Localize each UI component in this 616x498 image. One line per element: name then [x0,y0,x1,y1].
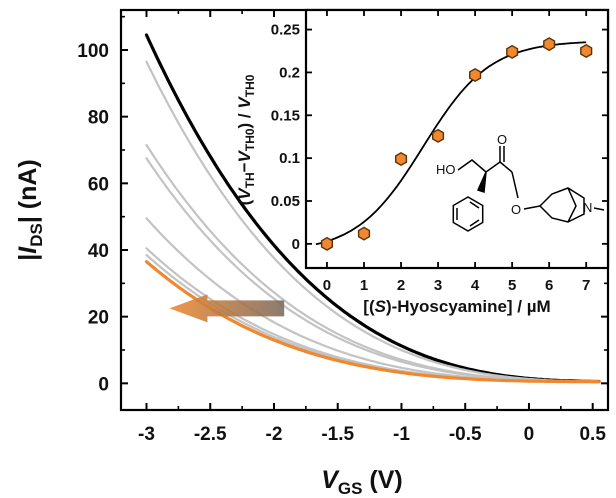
data-point [395,151,408,167]
y-tick-label: 40 [88,241,109,262]
inset-y-sub1: TH [243,172,257,188]
structure-label-n: N [583,200,592,215]
y-tick-label: 0 [98,374,109,395]
phenyl-ring [452,196,484,232]
inset-y-v2: V [235,149,254,162]
inset-y-v1: V [235,187,254,200]
inset-y-div: ) / [235,109,254,129]
inset-x-title-rest: )-Hyoscyamine] / µM [386,297,551,316]
inset-x-tick-label: 5 [508,277,516,294]
inset-x-axis: 0 1 2 3 4 5 6 7 [323,10,590,294]
phenyl-double-bonds [456,201,480,227]
series-intermediate-line-6 [145,253,601,383]
y-tick-label: 20 [88,308,109,329]
inset-y-sub3: TH0 [243,74,257,97]
y-title-main: I [14,246,42,254]
y-tick-label: 80 [88,108,109,129]
bond-wedge [476,171,487,194]
inset-y-minus: − [235,162,254,172]
structure-label-ho: HO [436,162,456,177]
data-point [506,44,519,59]
bond-o-down [511,171,519,199]
data-point [580,43,593,59]
inset-x-tick-label: 2 [397,277,405,294]
bond-ho-ch2 [457,159,487,173]
inset-y-tick-label: 0.2 [279,64,300,81]
x-tick-label: -0.5 [449,424,482,445]
inset-fit-curve [315,41,587,246]
bond-n-methyl [593,207,605,211]
inset-x-tick-label: 6 [545,277,553,294]
inset-x-tick-label: 7 [582,277,590,294]
x-title-unit: (V) [362,466,402,494]
structure-label-o-ester: O [511,202,521,217]
inset-x-tick-label: 4 [471,277,480,294]
x-tick-label: 0.5 [579,424,606,445]
inset-y-tick-label: 0.25 [271,22,300,39]
inset-x-axis-title: [(S)-Hyoscyamine] / µM [363,297,550,316]
inset-chart: 0 1 2 3 4 5 6 7 0 0.05 0.1 0.15 0.2 0.25 [(S)-Hyoscyam… [235,8,610,316]
y-tick-label: 60 [88,174,109,195]
bond-carbonyl [499,146,505,162]
inset-frame [304,8,610,270]
inset-x-tick-label: 0 [323,277,331,294]
inset-points [320,37,593,251]
x-axis: -3 -2.5 -2 -1.5 -1 -0.5 0 0.5 [138,10,606,445]
inset-x-tick-label: 1 [360,277,368,294]
hyoscyamine-structure [452,146,605,232]
series-final-line-7 [144,260,601,384]
series-intermediate-line-1 [145,60,601,383]
tropane-bridge [567,187,577,223]
tropane-ring [538,187,585,223]
inset-y-v3: V [235,96,254,109]
x-tick-label: -3 [138,424,155,445]
inset-x-title-open: [( [363,297,375,316]
inset-y-axis-title: (VTH−VTH0) / VTH0 [235,74,257,205]
inset-y-tick-label: 0.1 [279,150,300,167]
x-tick-label: -1.5 [321,424,354,445]
x-tick-label: -1 [393,424,410,445]
inset-y-sub2: TH0 [243,128,257,151]
bond-c-o [499,161,513,173]
inset-y-tick-label: 0.15 [271,107,300,124]
x-axis-title: VGS (V) [321,466,403,498]
inset-y-axis: 0 0.05 0.1 0.15 0.2 0.25 [271,22,608,253]
inset-y-tick-label: 0 [292,236,300,253]
data-point [357,226,371,241]
y-title-bar: | [14,254,42,261]
x-tick-label: -2 [266,424,283,445]
inset-y-tick-label: 0.05 [271,193,300,210]
inset-x-title-s: S [375,297,387,316]
x-title-main: V [321,466,340,494]
data-point [543,37,556,52]
bond-o-ring [523,205,541,210]
data-point [432,128,445,143]
y-title-unit: | (nA) [14,159,42,223]
structure-label-o-carbonyl: O [497,132,507,147]
y-axis-title: |IDS| (nA) [14,159,46,261]
y-title-sub: DS [27,223,46,247]
bond-ch-c [485,161,501,173]
x-title-sub: GS [338,479,363,498]
data-point [320,236,333,251]
data-point [469,67,482,83]
inset-x-tick-label: 3 [434,277,442,294]
x-tick-label: 0 [524,424,535,445]
inset-y-open: ( [235,199,254,205]
x-tick-label: -2.5 [194,424,227,445]
y-tick-label: 100 [77,41,109,62]
threshold-shift-arrow [169,294,285,323]
